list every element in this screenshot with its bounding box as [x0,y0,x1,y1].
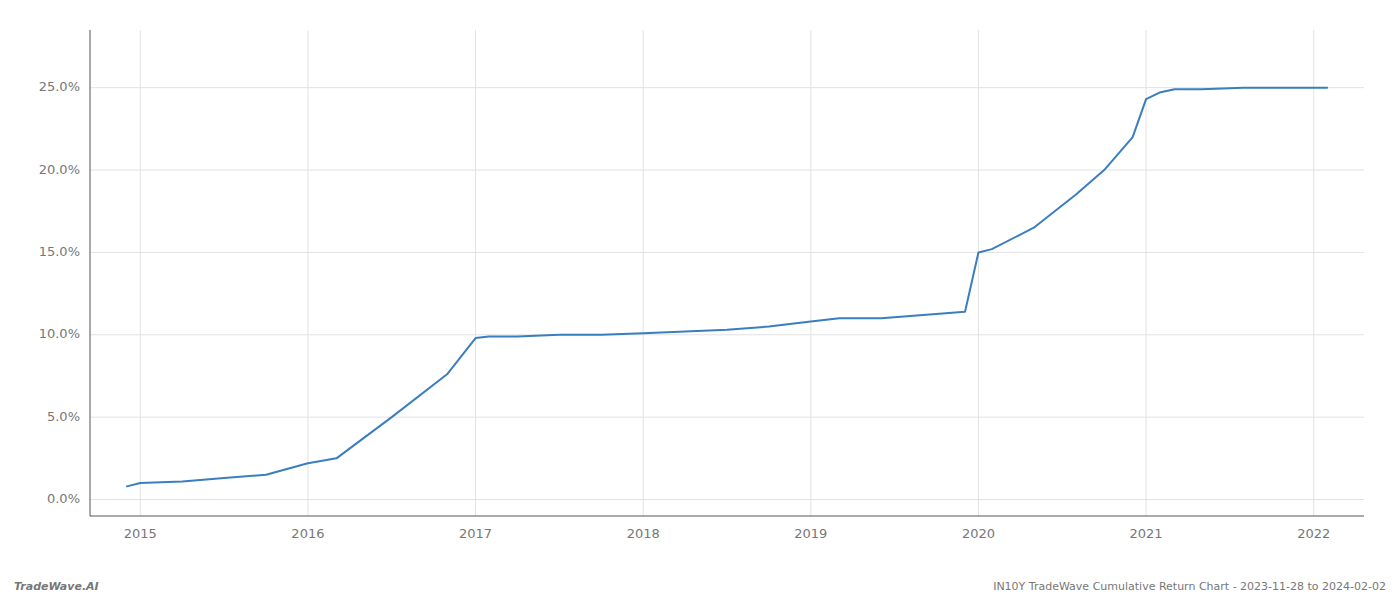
x-tick-label: 2021 [1130,526,1163,541]
y-grid-line [90,499,1364,500]
y-tick-label: 20.0% [39,162,80,177]
x-grid-line [307,30,308,516]
y-grid-line [90,417,1364,418]
y-tick-label: 0.0% [47,491,80,506]
background [0,0,1400,600]
y-tick-label: 25.0% [39,79,80,94]
y-tick-label: 15.0% [39,244,80,259]
y-tick-label: 10.0% [39,326,80,341]
footer-left: TradeWave.AI [14,580,99,593]
x-axis-line [90,516,1364,517]
x-grid-line [978,30,979,516]
axes [90,30,1364,516]
y-grid-line [90,252,1364,253]
x-grid-line [475,30,476,516]
x-grid-line [1313,30,1314,516]
y-tick-label: 5.0% [47,409,80,424]
x-tick-label: 2015 [124,526,157,541]
y-grid-line [90,87,1364,88]
footer: TradeWave.AI IN10Y TradeWave Cumulative R… [14,580,1386,593]
chart-svg: 0.0% 5.0% 10.0% 15.0% 20.0% 25.0% 2015 2016 2017… [0,0,1400,600]
x-tick-label: 2017 [459,526,492,541]
plot-area [127,88,1327,487]
x-grid-line [810,30,811,516]
chart-container: 0.0% 5.0% 10.0% 15.0% 20.0% 25.0% 2015 2016 2017… [0,0,1400,600]
grid [90,30,1364,516]
footer-right: IN10Y TradeWave Cumulative Return Chart … [993,580,1386,593]
x-tick-label: 2022 [1297,526,1330,541]
y-grid-line [90,334,1364,335]
tick-labels: 0.0% 5.0% 10.0% 15.0% 20.0% 25.0% 2015 2016 2017… [39,79,1331,541]
x-grid-line [140,30,141,516]
x-tick-label: 2016 [291,526,324,541]
y-grid-line [90,170,1364,171]
line [127,88,1327,487]
x-tick-label: 2019 [794,526,827,541]
x-tick-label: 2018 [627,526,660,541]
x-tick-label: 2020 [962,526,995,541]
y-axis-line [90,30,91,516]
x-grid-line [643,30,644,516]
